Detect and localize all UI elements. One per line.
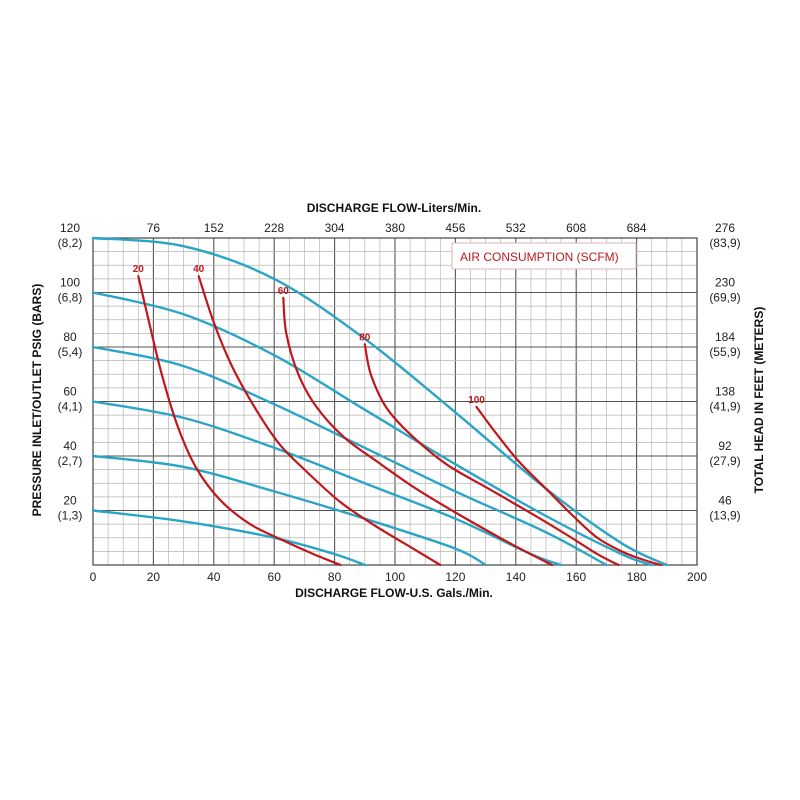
bottom-axis-title: DISCHARGE FLOW-U.S. Gals./Min. <box>295 586 493 600</box>
y-left-tick-bar: (5,4) <box>58 345 83 359</box>
pressure-curve <box>91 236 668 567</box>
y-left-tick-bar: (4,1) <box>58 400 83 414</box>
x-top-tick-label: 76 <box>147 221 161 235</box>
x-bottom-tick-label: 0 <box>90 570 97 584</box>
x-top-tick-label: 532 <box>506 221 526 235</box>
air-consumption-label-80: 80 <box>359 332 371 343</box>
air-consumption-label-20: 20 <box>133 264 145 275</box>
y-right-tick-meters: (13,9) <box>709 509 740 523</box>
x-bottom-tick-label: 20 <box>147 570 161 584</box>
x-bottom-tick-label: 60 <box>268 570 282 584</box>
x-bottom-tick-label: 40 <box>207 570 221 584</box>
air-consumption-label-60: 60 <box>278 286 290 297</box>
x-bottom-tick-label: 120 <box>445 570 465 584</box>
y-right-tick-feet: 138 <box>715 385 735 399</box>
y-left-tick-bar: (1,3) <box>58 509 83 523</box>
y-left-tick-psi: 100 <box>60 276 80 290</box>
air-consumption-label-100: 100 <box>468 395 485 406</box>
y-left-tick-psi: 60 <box>63 385 77 399</box>
x-top-tick-label: 152 <box>204 221 224 235</box>
x-top-tick-label: 380 <box>385 221 405 235</box>
x-bottom-tick-label: 180 <box>627 570 647 584</box>
left-axis-title: PRESSURE INLET/OUTLET PSIG (BARS) <box>30 284 44 517</box>
y-right-tick-feet: 46 <box>718 494 732 508</box>
air-consumption-curve-40 <box>197 275 442 567</box>
x-bottom-tick-label: 80 <box>328 570 342 584</box>
right-axis-title: TOTAL HEAD IN FEET (METERS) <box>752 307 766 494</box>
air-consumption-curve-60 <box>282 296 554 567</box>
x-bottom-tick-label: 200 <box>687 570 707 584</box>
x-top-tick-label: 608 <box>566 221 586 235</box>
x-bottom-tick-label: 100 <box>385 570 405 584</box>
y-right-tick-meters: (69,9) <box>709 291 740 305</box>
y-right-tick-meters: (55,9) <box>709 345 740 359</box>
y-left-tick-psi: 80 <box>63 330 77 344</box>
y-left-tick-bar: (8,2) <box>58 236 83 250</box>
y-right-tick-feet: 230 <box>715 276 735 290</box>
y-right-tick-feet: 276 <box>715 221 735 235</box>
pressure-curve <box>91 454 487 567</box>
legend-box <box>451 242 637 270</box>
x-bottom-tick-label: 140 <box>506 570 526 584</box>
y-left-tick-bar: (2,7) <box>58 454 83 468</box>
x-top-tick-label: 304 <box>325 221 345 235</box>
y-left-tick-psi: 40 <box>63 439 77 453</box>
y-left-tick-psi: 20 <box>63 494 77 508</box>
y-left-tick-bar: (6,8) <box>58 291 83 305</box>
air-consumption-label-40: 40 <box>193 264 205 275</box>
pressure-curve <box>91 345 608 567</box>
x-top-tick-label: 456 <box>445 221 465 235</box>
top-axis-title: DISCHARGE FLOW-Liters/Min. <box>307 201 481 215</box>
y-right-tick-meters: (27,9) <box>709 454 740 468</box>
x-top-tick-label: 228 <box>264 221 284 235</box>
y-right-tick-feet: 184 <box>715 330 735 344</box>
pressure-curve <box>91 291 653 567</box>
pressure-curve <box>91 509 366 567</box>
y-right-tick-meters: (41,9) <box>709 400 740 414</box>
air-consumption-curve-80 <box>363 343 620 567</box>
x-bottom-tick-label: 160 <box>566 570 586 584</box>
air-consumption-curve-100 <box>475 405 662 567</box>
y-right-tick-meters: (83,9) <box>709 236 740 250</box>
y-left-tick-psi: 120 <box>60 221 80 235</box>
legend-text: AIR CONSUMPTION (SCFM) <box>460 250 619 264</box>
air-consumption-curve-20 <box>137 275 342 567</box>
y-right-tick-feet: 92 <box>718 439 732 453</box>
x-top-tick-label: 684 <box>627 221 647 235</box>
